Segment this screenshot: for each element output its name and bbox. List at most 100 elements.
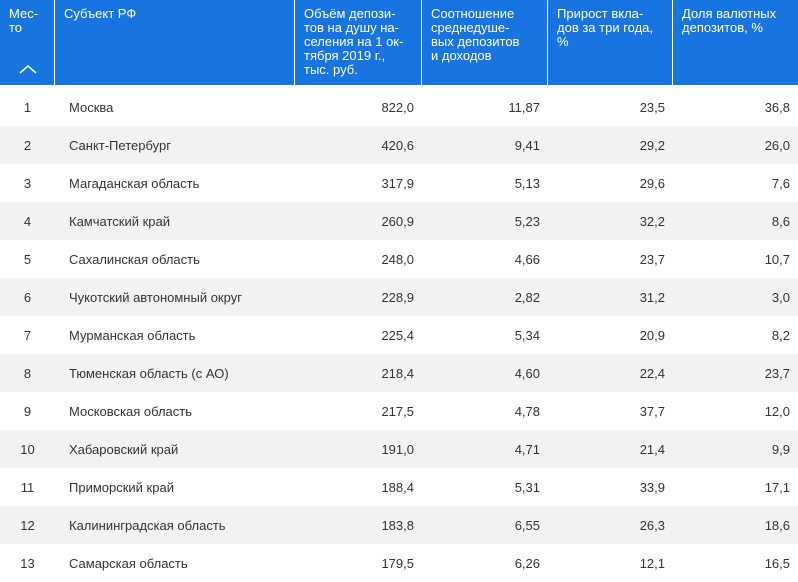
cell-ratio: 6,26 <box>514 555 540 571</box>
table-row: 2 Санкт-Петербург 420,6 9,41 29,2 26,0 <box>0 126 798 164</box>
cell-region: Камчатский край <box>69 213 170 229</box>
table-row: 11 Приморский край 188,4 5,31 33,9 17,1 <box>0 468 798 506</box>
table-row: 9 Московская область 217,5 4,78 37,7 12,0 <box>0 392 798 430</box>
cell-fx-share: 10,7 <box>764 251 790 267</box>
cell-fx-share: 12,0 <box>764 403 790 419</box>
cell-volume: 225,4 <box>381 327 414 343</box>
cell-growth: 21,4 <box>639 441 665 457</box>
cell-growth: 29,2 <box>639 137 665 153</box>
cell-ratio: 5,31 <box>514 479 540 495</box>
cell-volume: 260,9 <box>381 213 414 229</box>
cell-volume: 217,5 <box>381 403 414 419</box>
cell-volume: 191,0 <box>381 441 414 457</box>
cell-fx-share: 8,6 <box>771 213 790 229</box>
cell-growth: 31,2 <box>639 289 665 305</box>
cell-growth: 29,6 <box>639 175 665 191</box>
table-row: 12 Калининградская область 183,8 6,55 26,3 18… <box>0 506 798 544</box>
cell-growth: 32,2 <box>639 213 665 229</box>
cell-fx-share: 36,8 <box>764 99 790 115</box>
cell-fx-share: 16,5 <box>764 555 790 571</box>
cell-region: Чукотский автономный округ <box>69 289 242 305</box>
cell-ratio: 5,34 <box>514 327 540 343</box>
cell-ratio: 6,55 <box>514 517 540 533</box>
cell-rank: 3 <box>23 175 32 191</box>
table-body: 1 Москва 822,0 11,87 23,5 36,8 2 Санкт-Петербур… <box>0 88 798 582</box>
cell-growth: 22,4 <box>639 365 665 381</box>
cell-region: Тюменская область (с АО) <box>69 365 229 381</box>
table-row: 8 Тюменская область (с АО) 218,4 4,60 22,4 23… <box>0 354 798 392</box>
table-header: Мес- то Субъект РФ Объём депози- тов на … <box>0 0 798 85</box>
cell-growth: 33,9 <box>639 479 665 495</box>
column-header-growth-label: Прирост вкла- дов за три года, % <box>557 6 654 49</box>
table-row: 10 Хабаровский край 191,0 4,71 21,4 9,9 <box>0 430 798 468</box>
cell-ratio: 4,60 <box>514 365 540 381</box>
cell-growth: 23,5 <box>639 99 665 115</box>
cell-fx-share: 8,2 <box>771 327 790 343</box>
cell-volume: 420,6 <box>381 137 414 153</box>
cell-region: Хабаровский край <box>69 441 179 457</box>
cell-volume: 822,0 <box>381 99 414 115</box>
cell-growth: 20,9 <box>639 327 665 343</box>
cell-fx-share: 7,6 <box>771 175 790 191</box>
chevron-up-icon[interactable] <box>18 64 38 74</box>
cell-fx-share: 17,1 <box>764 479 790 495</box>
cell-ratio: 2,82 <box>514 289 540 305</box>
cell-fx-share: 23,7 <box>764 365 790 381</box>
cell-rank: 13 <box>20 555 35 571</box>
cell-growth: 37,7 <box>639 403 665 419</box>
cell-region: Мурманская область <box>69 327 196 343</box>
table-row: 7 Мурманская область 225,4 5,34 20,9 8,2 <box>0 316 798 354</box>
cell-rank: 5 <box>23 251 32 267</box>
cell-rank: 4 <box>23 213 32 229</box>
cell-rank: 6 <box>23 289 32 305</box>
cell-region: Приморский край <box>69 479 174 495</box>
cell-fx-share: 3,0 <box>771 289 790 305</box>
cell-region: Московская область <box>69 403 193 419</box>
cell-rank: 7 <box>23 327 32 343</box>
cell-volume: 248,0 <box>381 251 414 267</box>
cell-rank: 11 <box>20 479 35 495</box>
column-header-rank-label: Мес- то <box>9 6 39 35</box>
column-header-volume-label: Объём депози- тов на душу на- селения на… <box>304 6 404 77</box>
column-header-fx-share-label: Доля валютных депозитов, % <box>682 6 777 35</box>
cell-region: Сахалинская область <box>69 251 200 267</box>
cell-growth: 12,1 <box>639 555 665 571</box>
table-row: 5 Сахалинская область 248,0 4,66 23,7 10,7 <box>0 240 798 278</box>
cell-ratio: 4,66 <box>514 251 540 267</box>
cell-volume: 188,4 <box>381 479 414 495</box>
cell-volume: 228,9 <box>381 289 414 305</box>
column-header-rank[interactable]: Мес- то <box>0 0 55 85</box>
cell-growth: 23,7 <box>639 251 665 267</box>
cell-region: Москва <box>69 99 114 115</box>
cell-volume: 179,5 <box>381 555 414 571</box>
column-header-volume[interactable]: Объём депози- тов на душу на- селения на… <box>295 0 422 85</box>
cell-region: Санкт-Петербург <box>69 137 171 153</box>
cell-region: Самарская область <box>69 555 188 571</box>
cell-volume: 317,9 <box>381 175 414 191</box>
cell-ratio: 5,23 <box>514 213 540 229</box>
cell-region: Магаданская область <box>69 175 200 191</box>
table-row: 6 Чукотский автономный округ 228,9 2,82 31,2… <box>0 278 798 316</box>
cell-rank: 1 <box>23 99 32 115</box>
cell-ratio: 4,78 <box>514 403 540 419</box>
column-header-ratio-label: Соотношение среднедуше- вых депозитов и … <box>431 6 520 63</box>
table-row: 1 Москва 822,0 11,87 23,5 36,8 <box>0 88 798 126</box>
column-header-fx-share[interactable]: Доля валютных депозитов, % <box>673 0 798 85</box>
column-header-region[interactable]: Субъект РФ <box>55 0 295 85</box>
column-header-region-label: Субъект РФ <box>64 6 137 21</box>
cell-ratio: 9,41 <box>514 137 540 153</box>
cell-fx-share: 18,6 <box>764 517 790 533</box>
cell-rank: 8 <box>23 365 32 381</box>
column-header-growth[interactable]: Прирост вкла- дов за три года, % <box>548 0 673 85</box>
cell-rank: 2 <box>23 137 32 153</box>
cell-fx-share: 9,9 <box>771 441 790 457</box>
table-row: 13 Самарская область 179,5 6,26 12,1 16,5 <box>0 544 798 582</box>
cell-rank: 9 <box>23 403 32 419</box>
cell-ratio: 5,13 <box>514 175 540 191</box>
cell-growth: 26,3 <box>639 517 665 533</box>
cell-fx-share: 26,0 <box>764 137 790 153</box>
table-row: 3 Магаданская область 317,9 5,13 29,6 7,6 <box>0 164 798 202</box>
column-header-ratio[interactable]: Соотношение среднедуше- вых депозитов и … <box>422 0 548 85</box>
cell-ratio: 4,71 <box>514 441 540 457</box>
